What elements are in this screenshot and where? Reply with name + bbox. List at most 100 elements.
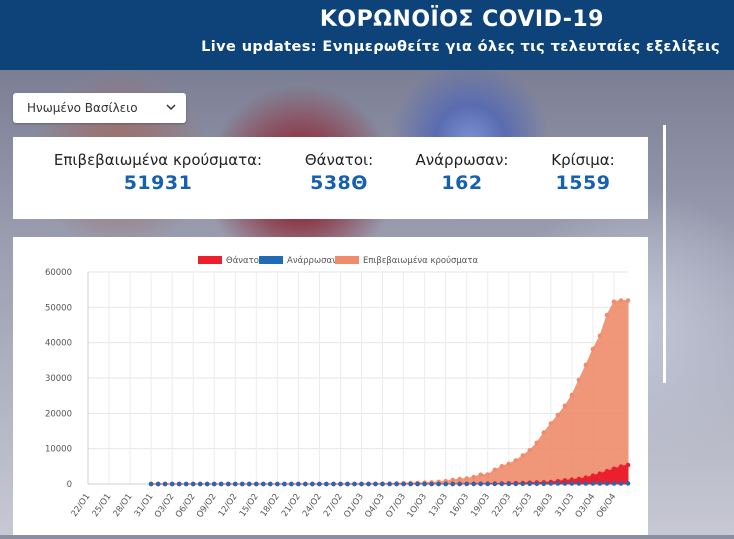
data-point xyxy=(513,458,519,463)
x-tick-label: 22/Ο3 xyxy=(490,492,513,519)
data-point xyxy=(604,469,610,474)
data-point xyxy=(625,481,631,486)
legend-label: Ανάρρωσαν xyxy=(287,256,337,266)
x-tick-label: 24/Ο2 xyxy=(301,492,324,519)
stat-deaths: Θάνατοι: 538Θ xyxy=(298,151,380,194)
page-title: ΚΟΡΩΝΟΪΟΣ COVID-19 xyxy=(319,7,604,32)
data-point xyxy=(520,481,526,487)
x-tick-label: Ο3/Ο4 xyxy=(574,492,598,520)
data-point xyxy=(513,481,519,487)
covid-timeline-chart: 010000200003000040000500006000022/Ο125/Ο… xyxy=(45,255,631,520)
data-point xyxy=(450,481,456,487)
data-point xyxy=(359,481,364,487)
data-point xyxy=(282,481,287,487)
data-point xyxy=(478,481,484,487)
x-tick-label: 28/Ο3 xyxy=(532,492,555,519)
data-point xyxy=(380,481,385,487)
legend-label: Θάνατοι xyxy=(226,256,262,266)
stats-panel: Επιβεβαιωμένα κρούσματα: 51931 Θάνατοι: … xyxy=(13,137,648,219)
data-point xyxy=(534,440,540,446)
data-point xyxy=(324,481,329,487)
stat-recovered: Ανάρρωσαν: 162 xyxy=(409,151,515,194)
data-point xyxy=(436,481,441,487)
country-select-value: Ηνωμένο Βασίλειο xyxy=(27,101,138,115)
data-point xyxy=(303,481,308,487)
data-point xyxy=(604,481,610,486)
data-point xyxy=(415,481,420,487)
y-tick-label: 0 xyxy=(67,480,72,490)
data-point xyxy=(492,481,498,487)
data-point xyxy=(310,481,315,487)
x-tick-label: 28/Ο1 xyxy=(112,492,135,519)
data-point xyxy=(597,333,603,339)
data-point xyxy=(618,481,624,486)
x-tick-label: 16/Ο3 xyxy=(448,492,471,519)
stat-confirmed-label: Επιβεβαιωμένα κρούσματα: xyxy=(53,151,263,169)
x-tick-label: Ο9/Ο2 xyxy=(195,492,219,520)
data-point xyxy=(331,481,336,487)
data-point xyxy=(254,481,259,487)
data-point xyxy=(169,481,175,487)
data-point xyxy=(183,481,189,487)
x-tick-label: 19/Ο3 xyxy=(469,492,492,519)
data-point xyxy=(555,412,561,418)
data-point xyxy=(338,481,343,487)
stat-critical-value: 1559 xyxy=(555,172,611,194)
data-point xyxy=(625,298,631,303)
x-tick-label: 22/Ο1 xyxy=(69,492,92,519)
data-point xyxy=(506,461,512,467)
data-point xyxy=(261,481,266,487)
x-tick-label: Ο7/Ο3 xyxy=(384,492,408,520)
data-point xyxy=(499,464,505,469)
data-point xyxy=(218,481,224,487)
data-point xyxy=(548,481,554,486)
data-point xyxy=(247,481,252,487)
scroll-divider xyxy=(663,125,666,383)
data-point xyxy=(527,448,533,453)
data-point xyxy=(625,462,631,468)
data-point xyxy=(548,421,554,426)
data-point xyxy=(562,481,568,486)
data-point xyxy=(162,481,168,487)
data-point xyxy=(155,481,161,487)
x-tick-label: 15/Ο2 xyxy=(238,492,261,519)
stat-critical: Κρίσιμα: 1559 xyxy=(543,151,623,194)
data-point xyxy=(611,481,617,486)
data-point xyxy=(190,481,196,487)
data-point xyxy=(204,481,210,487)
data-point xyxy=(499,481,505,487)
y-tick-label: 40000 xyxy=(45,339,72,349)
data-point xyxy=(611,299,617,304)
data-point xyxy=(541,481,547,487)
chart-card: 0 10000 20000 30000 40000 50000 60000 22/Ο1 25/Ο… xyxy=(13,237,648,535)
data-point xyxy=(401,481,406,487)
x-tick-label: 1Ο/Ο3 xyxy=(405,492,429,520)
data-point xyxy=(576,481,582,486)
data-point xyxy=(422,481,427,487)
data-point xyxy=(233,481,238,487)
chevron-down-icon xyxy=(166,93,176,134)
data-point xyxy=(597,471,603,476)
data-point xyxy=(450,477,456,483)
data-point xyxy=(289,481,294,487)
data-point xyxy=(394,481,399,487)
legend-swatch xyxy=(198,256,222,264)
stat-recovered-value: 162 xyxy=(441,172,483,194)
data-point xyxy=(618,464,624,469)
data-point xyxy=(618,298,624,303)
y-tick-label: 20000 xyxy=(45,409,72,419)
data-point xyxy=(296,481,301,487)
country-select[interactable]: Ηνωμένο Βασίλειο xyxy=(13,93,186,123)
data-point xyxy=(352,481,357,487)
data-point xyxy=(590,346,596,352)
x-tick-label: 25/Ο3 xyxy=(511,492,534,519)
y-tick-label: 30000 xyxy=(45,374,72,384)
data-point xyxy=(520,453,526,458)
legend-label: Επιβεβαιωμένα κρούσματα xyxy=(363,255,478,266)
stat-deaths-value: 538Θ xyxy=(310,172,368,194)
data-point xyxy=(373,481,378,487)
data-point xyxy=(534,481,540,487)
data-point xyxy=(569,477,575,482)
series-area xyxy=(151,300,629,485)
data-point xyxy=(506,481,512,487)
